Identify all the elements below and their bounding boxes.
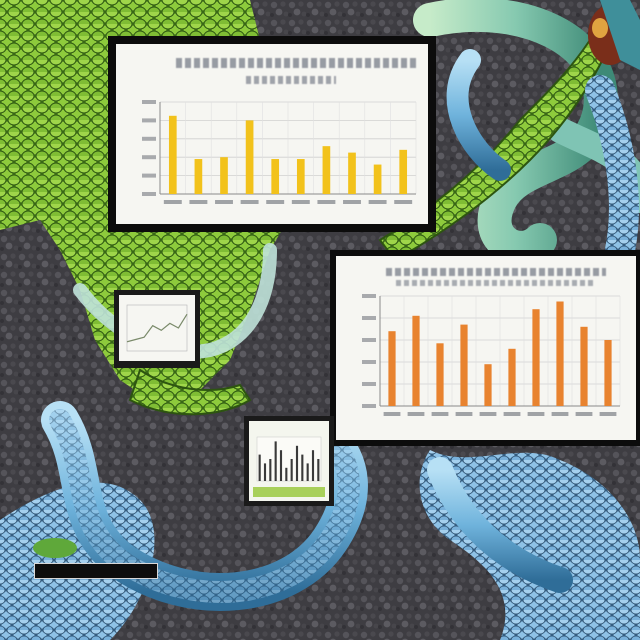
tick-label-blurred xyxy=(575,412,593,416)
tick-label-blurred xyxy=(394,200,413,204)
bar xyxy=(269,459,272,481)
tick-label-blurred xyxy=(291,200,310,204)
tick-label-blurred xyxy=(240,200,259,204)
bar xyxy=(580,326,588,406)
tick-label-blurred xyxy=(551,412,569,416)
bar xyxy=(311,450,315,481)
y-tick-label-blurred xyxy=(362,338,376,342)
blue-serpent-right xyxy=(419,450,640,640)
yellow-bar-chart xyxy=(142,100,417,204)
bar xyxy=(322,146,331,194)
bar-chart-mini xyxy=(253,436,325,497)
bar xyxy=(399,149,408,194)
caption-strip xyxy=(34,563,158,579)
bar xyxy=(604,340,612,406)
bar xyxy=(274,441,277,481)
green-claw-arm xyxy=(128,368,252,416)
blue-tube-right xyxy=(427,457,573,593)
orange-bar-chart xyxy=(362,294,621,416)
y-tick-label-blurred xyxy=(142,173,156,178)
bar xyxy=(168,115,177,194)
bar xyxy=(388,331,396,406)
bar xyxy=(295,445,299,481)
chart-subtitle-blurred xyxy=(396,280,596,286)
blue-spine-right xyxy=(585,75,639,265)
y-tick-label-blurred xyxy=(142,192,156,196)
tick-label-blurred xyxy=(431,412,449,416)
y-tick-label-blurred xyxy=(362,294,376,298)
tick-label-blurred xyxy=(266,200,285,204)
bar xyxy=(532,309,540,406)
y-tick-label-blurred xyxy=(362,316,376,320)
series-line xyxy=(126,313,188,343)
bar xyxy=(306,463,309,481)
bar xyxy=(317,459,320,481)
tick-label-blurred xyxy=(383,412,401,416)
moss-tuft xyxy=(33,538,77,558)
chart-panel-yellow xyxy=(108,36,436,232)
chart-title-blurred xyxy=(176,58,416,68)
bar xyxy=(460,324,468,406)
creature-belly-edge xyxy=(73,243,277,359)
line-chart-mini xyxy=(126,304,188,352)
tick-label-blurred xyxy=(189,200,208,204)
tick-label-blurred xyxy=(455,412,473,416)
bird-illustration xyxy=(588,0,640,70)
tick-label-blurred xyxy=(479,412,497,416)
blue-tube-bottom-scales xyxy=(49,409,360,603)
bar xyxy=(556,301,564,406)
thumbnail-bar-chart xyxy=(244,416,334,506)
bar xyxy=(436,343,444,406)
tick-label-blurred xyxy=(215,200,233,204)
thumbnail-line-chart xyxy=(114,290,200,368)
y-tick-label-blurred xyxy=(142,136,156,141)
tick-label-blurred xyxy=(368,200,387,204)
bar xyxy=(348,152,356,194)
y-tick-label-blurred xyxy=(362,360,376,364)
bar xyxy=(263,463,267,481)
y-tick-label-blurred xyxy=(142,118,156,123)
bar xyxy=(412,315,420,406)
y-tick-label-blurred xyxy=(142,100,156,104)
bar xyxy=(194,159,203,194)
bar xyxy=(484,364,492,406)
tick-label-blurred xyxy=(343,200,361,204)
y-tick-label-blurred xyxy=(362,382,376,386)
bar xyxy=(245,120,254,194)
chart-title-blurred xyxy=(386,268,606,276)
bar xyxy=(290,459,293,481)
tick-label-blurred xyxy=(163,200,182,204)
bar xyxy=(508,348,516,406)
tick-label-blurred xyxy=(407,412,425,416)
bar xyxy=(271,159,280,194)
blue-tube-mid xyxy=(446,49,511,181)
tick-label-blurred xyxy=(503,412,521,416)
bar xyxy=(301,454,304,481)
tick-label-blurred xyxy=(317,200,336,204)
green-footer-band xyxy=(253,487,325,497)
y-tick-label-blurred xyxy=(142,155,156,160)
chart-panel-orange xyxy=(330,250,640,446)
plot-frame xyxy=(256,436,322,482)
y-tick-label-blurred xyxy=(362,404,376,408)
chart-subtitle-blurred xyxy=(246,76,336,84)
bar xyxy=(279,450,283,481)
blue-serpent-left xyxy=(0,482,155,640)
tick-label-blurred xyxy=(527,412,545,416)
bar xyxy=(258,454,261,481)
bar xyxy=(285,467,288,481)
bar xyxy=(296,159,305,194)
tick-label-blurred xyxy=(599,412,617,416)
bar xyxy=(373,164,382,194)
bar xyxy=(220,157,228,194)
plot-frame xyxy=(126,304,188,352)
